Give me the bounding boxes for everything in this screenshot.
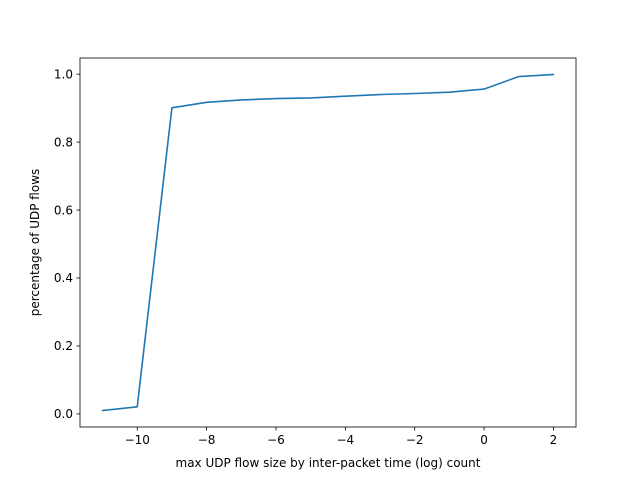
y-tick-label: 0.8 — [54, 135, 73, 149]
y-tick-label: 1.0 — [54, 67, 73, 81]
x-axis-ticks: −10 −8 −6 −4 −2 0 2 — [125, 427, 558, 447]
x-tick-label: −6 — [267, 433, 285, 447]
y-axis-ticks: 0.0 0.2 0.4 0.6 0.8 1.0 — [54, 67, 80, 421]
x-axis-title: max UDP flow size by inter-packet time (… — [176, 456, 481, 470]
y-axis-title: percentage of UDP flows — [28, 169, 42, 317]
x-tick-label: −10 — [125, 433, 150, 447]
x-tick-label: 0 — [480, 433, 488, 447]
series-layer — [101, 73, 555, 412]
y-tick-label: 0.6 — [54, 203, 73, 217]
y-tick-label: 0.4 — [54, 271, 73, 285]
plot-area-frame — [79, 57, 577, 428]
x-tick-label: −4 — [336, 433, 354, 447]
y-tick-label: 0.0 — [54, 407, 73, 421]
x-tick-label: −2 — [406, 433, 424, 447]
series-line — [101, 73, 555, 412]
x-tick-label: −8 — [198, 433, 216, 447]
x-tick-label: 2 — [550, 433, 558, 447]
y-tick-label: 0.2 — [54, 339, 73, 353]
